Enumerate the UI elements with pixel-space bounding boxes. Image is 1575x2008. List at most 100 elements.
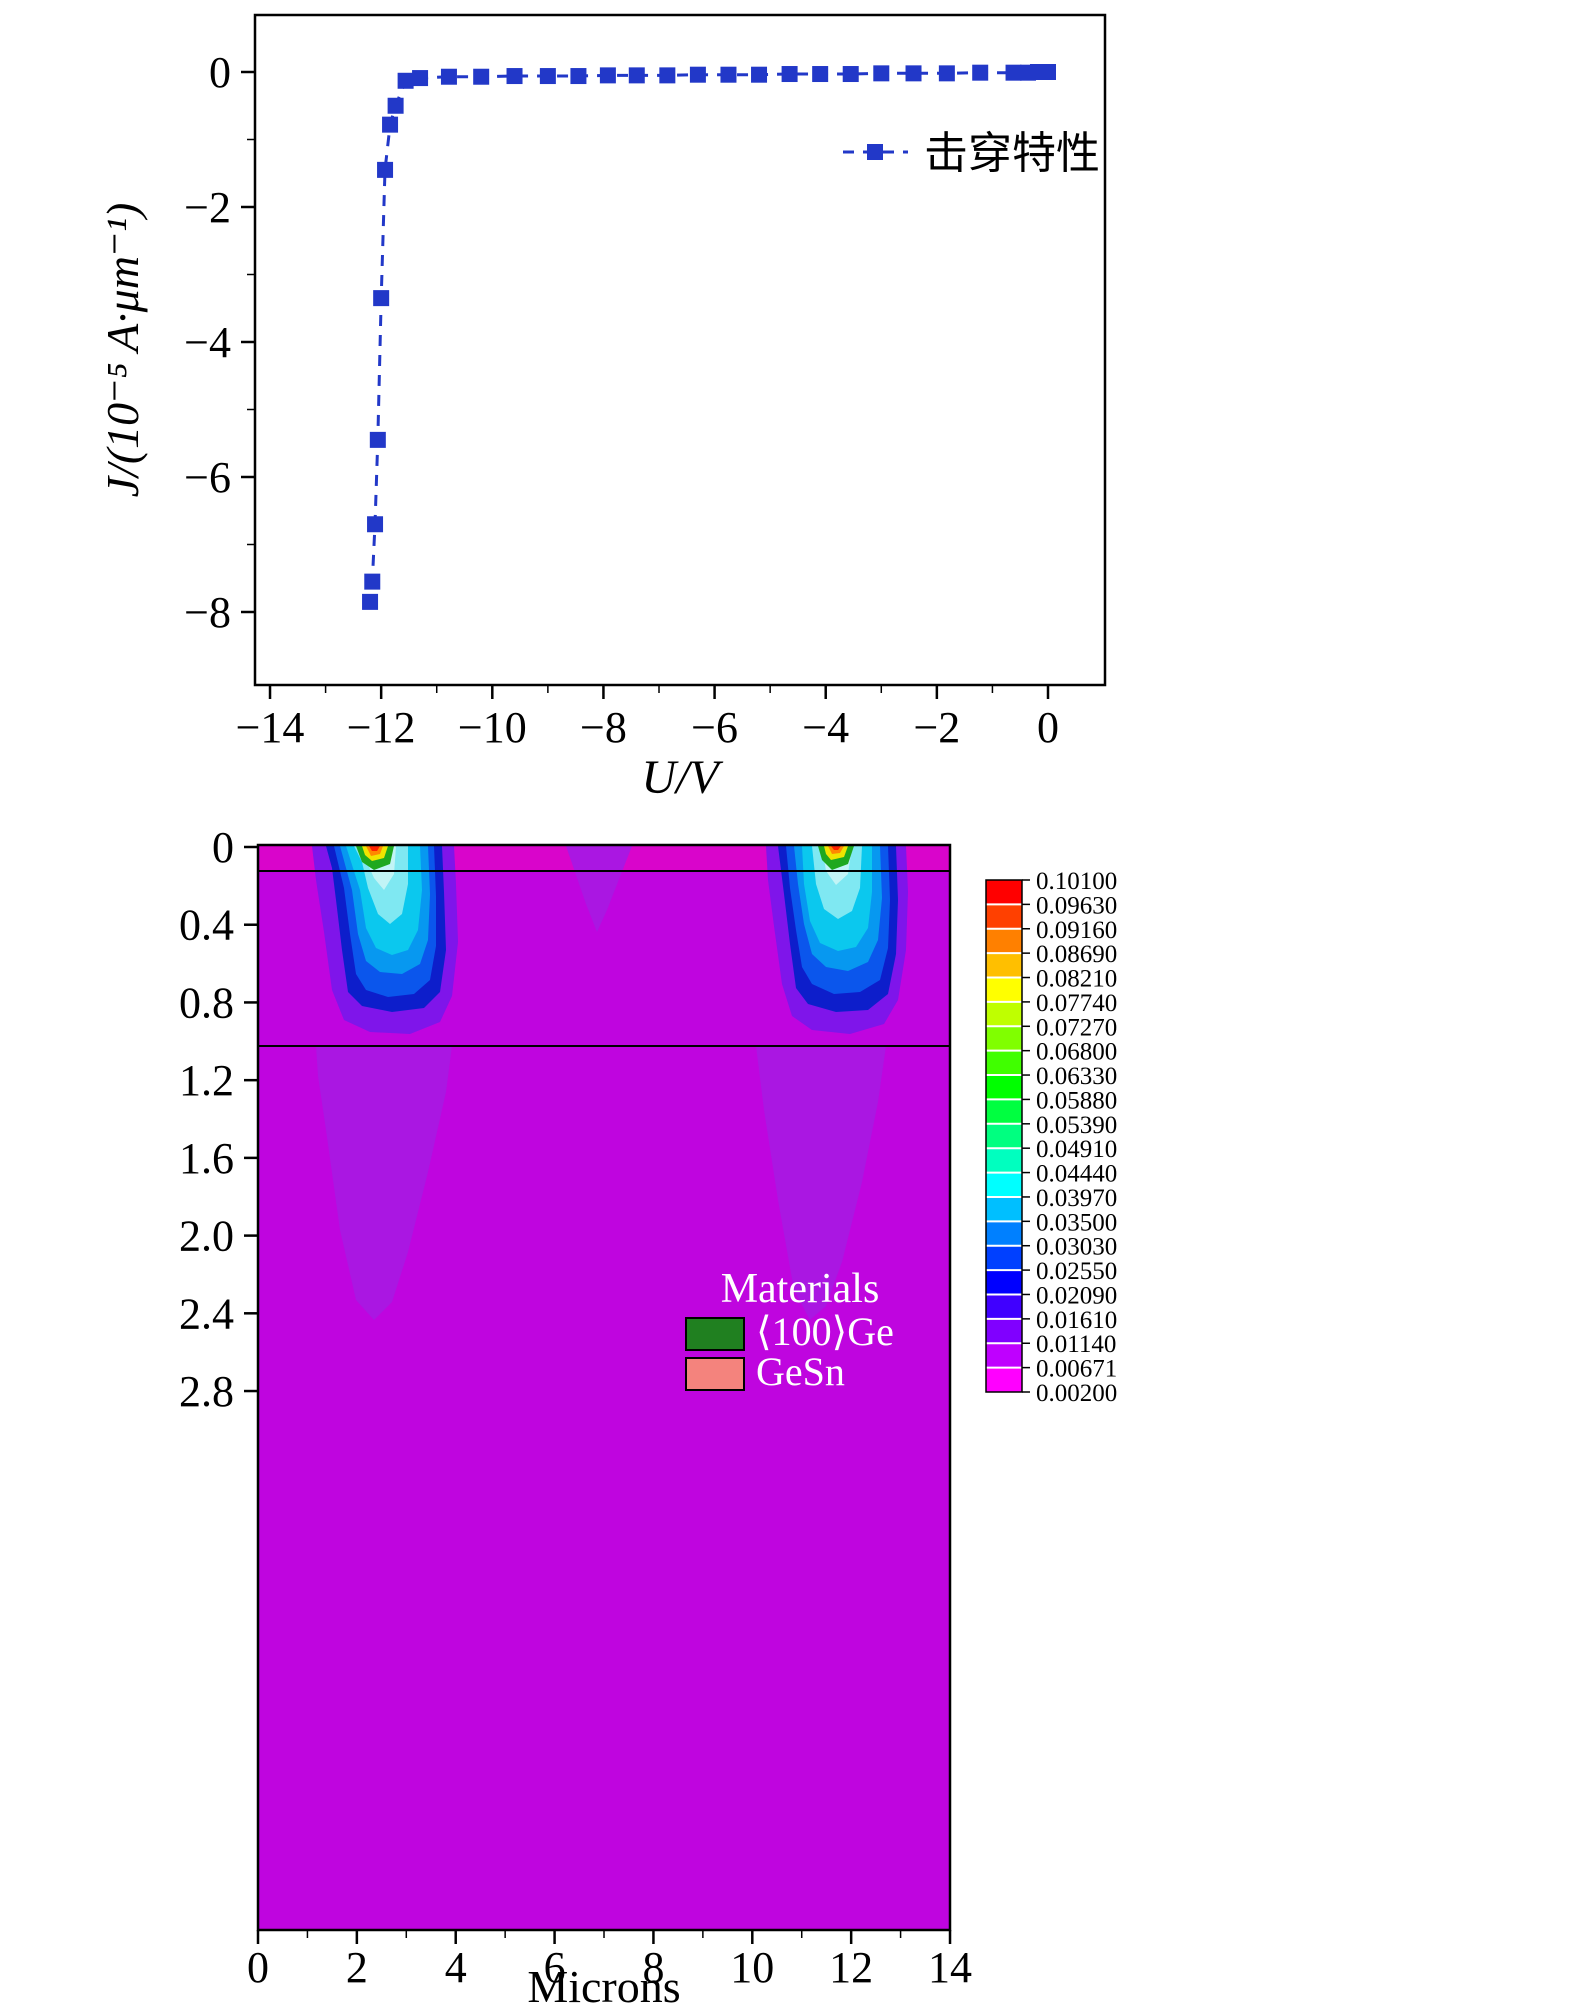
legend-series-label: 击穿特性 <box>924 129 1100 178</box>
colorbar-border <box>985 879 1023 1393</box>
data-point-marker <box>938 65 955 82</box>
material-label-gesn: GeSn <box>756 1349 845 1394</box>
contour-plume-right <box>756 1046 886 1320</box>
x-tick-label: −6 <box>691 703 738 752</box>
x-tick-label: −4 <box>802 703 849 752</box>
colorbar-label: 0.05880 <box>1036 1087 1117 1114</box>
y-tick-label: 0 <box>212 823 234 872</box>
bottom-axes: 0 2 4 6 8 10 12 14 0 0.4 0.8 1.2 1.6 2.0 2.4 2.8 <box>179 823 972 1992</box>
contour-left-hotspot-red <box>369 846 380 851</box>
data-point-marker <box>751 66 768 83</box>
data-point-marker <box>781 66 798 83</box>
colorbar-label: 0.06330 <box>1036 1063 1117 1090</box>
contour-right-hotspot-red <box>831 846 841 850</box>
top-x-axis-label: U/V <box>641 751 723 804</box>
data-point-marker <box>373 290 390 307</box>
top-y-axis-label: J/(10⁻⁵ A·μm⁻¹) <box>97 203 148 498</box>
y-tick-label: 2.8 <box>179 1367 234 1416</box>
x-tick-label: −14 <box>236 703 305 752</box>
data-point-marker <box>1019 64 1036 81</box>
colorbar-band <box>986 1245 1022 1271</box>
colorbar: 0.101000.096300.091600.086900.082100.077… <box>985 868 1117 1407</box>
data-point-marker <box>972 64 989 81</box>
colorbar-label: 0.07270 <box>1036 1014 1117 1041</box>
data-point-marker <box>377 161 394 178</box>
colorbar-label: 0.02550 <box>1036 1258 1117 1285</box>
colorbar-label: 0.08210 <box>1036 966 1117 993</box>
y-tick-label: 1.6 <box>179 1134 234 1183</box>
data-point-marker <box>659 67 676 84</box>
colorbar-band <box>986 1318 1022 1344</box>
data-point-marker <box>628 67 645 84</box>
contour-field <box>258 845 950 1930</box>
colorbar-label: 0.01140 <box>1036 1331 1116 1358</box>
x-tick-label: 8 <box>642 1943 664 1992</box>
colorbar-label: 0.04440 <box>1036 1161 1117 1188</box>
contour-middle-notch <box>566 846 632 932</box>
data-point-marker <box>570 68 587 85</box>
colorbar-band <box>986 1196 1022 1222</box>
data-point-marker <box>873 65 890 82</box>
x-tick-label: 2 <box>346 1943 368 1992</box>
y-tick-label: −8 <box>184 588 231 637</box>
y-tick-label: −2 <box>184 183 231 232</box>
y-tick-label: 2.4 <box>179 1289 234 1338</box>
colorbar-label: 0.09630 <box>1036 892 1117 919</box>
colorbar-band <box>986 1001 1022 1027</box>
colorbar-label: 0.00671 <box>1036 1356 1117 1383</box>
data-point-marker <box>689 66 706 83</box>
data-point-marker <box>397 72 414 89</box>
data-point-marker <box>720 66 737 83</box>
material-label-ge: ⟨100⟩Ge <box>756 1309 894 1354</box>
colorbar-band <box>986 880 1022 905</box>
colorbar-band <box>986 1367 1022 1393</box>
colorbar-band <box>986 1221 1022 1247</box>
top-plot-border <box>253 13 1107 687</box>
x-tick-label: 14 <box>928 1943 972 1992</box>
top-axes: −14 −12 −10 −8 −6 −4 −2 0 0 −2 −4 −6 −8 <box>184 13 1107 752</box>
breakdown-chart: −14 −12 −10 −8 −6 −4 −2 0 0 −2 −4 −6 −8 U/V J/(10⁻⁵ … <box>97 13 1107 804</box>
y-tick-label: 2.0 <box>179 1212 234 1261</box>
data-point-marker <box>364 573 381 590</box>
data-point-marker <box>1005 64 1022 81</box>
colorbar-band <box>986 928 1022 954</box>
materials-legend-title: Materials <box>721 1266 880 1312</box>
x-tick-label: 12 <box>829 1943 873 1992</box>
data-point-marker <box>367 516 384 533</box>
colorbar-label: 0.03970 <box>1036 1185 1117 1212</box>
colorbar-label: 0.03030 <box>1036 1234 1117 1261</box>
contour-chart: 0 2 4 6 8 10 12 14 0 0.4 0.8 1.2 1.6 2.0 2.4 2.8 0.1010… <box>179 823 1117 2008</box>
colorbar-band <box>986 1270 1022 1295</box>
x-tick-label: 0 <box>1037 703 1059 752</box>
colorbar-label: 0.00200 <box>1036 1380 1117 1407</box>
data-point-marker <box>539 68 556 85</box>
bottom-x-axis-label: Microns <box>527 1961 680 2008</box>
colorbar-label: 0.05390 <box>1036 1112 1117 1139</box>
data-point-marker <box>369 431 386 448</box>
colorbar-band <box>986 1050 1022 1076</box>
colorbar-band <box>986 1026 1022 1052</box>
data-point-marker <box>599 67 616 84</box>
y-tick-label: −4 <box>184 318 231 367</box>
data-point-marker <box>812 66 829 83</box>
y-tick-label: −6 <box>184 453 231 502</box>
y-tick-label: 0 <box>209 48 231 97</box>
colorbar-band <box>986 1123 1022 1149</box>
data-point-marker <box>842 66 859 83</box>
materials-legend: Materials ⟨100⟩Ge GeSn <box>685 1266 894 1394</box>
colorbar-band <box>986 953 1022 979</box>
colorbar-label: 0.01610 <box>1036 1307 1117 1334</box>
colorbar-label: 0.10100 <box>1036 868 1117 895</box>
colorbar-band <box>986 1099 1022 1125</box>
colorbar-label: 0.04910 <box>1036 1136 1117 1163</box>
material-swatch-gesn <box>685 1357 745 1391</box>
breakdown-series <box>362 64 1056 610</box>
data-point-marker <box>362 593 379 610</box>
colorbar-label: 0.03500 <box>1036 1209 1117 1236</box>
data-point-marker <box>473 68 490 85</box>
x-tick-label: 0 <box>247 1943 269 1992</box>
x-tick-label: −10 <box>458 703 527 752</box>
colorbar-label: 0.02090 <box>1036 1282 1117 1309</box>
colorbar-band <box>986 904 1022 930</box>
